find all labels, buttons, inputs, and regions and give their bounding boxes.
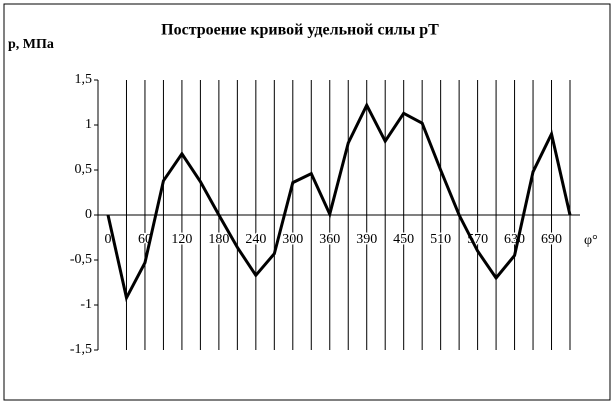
y-axis-label: p, МПа [8, 37, 54, 52]
x-tick-label: 690 [541, 232, 562, 247]
x-tick-label: 360 [319, 232, 340, 247]
y-tick-label: -1,5 [70, 342, 92, 357]
x-tick-label: 390 [356, 232, 377, 247]
y-tick-label: -1 [80, 297, 92, 312]
x-axis-label: φ° [584, 233, 598, 248]
data-line [106, 101, 572, 303]
y-tick-label: 1,5 [75, 72, 93, 87]
y-tick-label: 0 [85, 207, 92, 222]
y-tick-label: -0,5 [70, 252, 92, 267]
x-tick-label: 450 [393, 232, 414, 247]
x-tick-label: 240 [245, 232, 266, 247]
x-tick-label: 0 [105, 232, 112, 247]
x-tick-label: 120 [171, 232, 192, 247]
x-tick-label: 630 [504, 232, 525, 247]
x-tick-label: 300 [282, 232, 303, 247]
x-tick-label: 510 [430, 232, 451, 247]
chart-frame [3, 3, 611, 401]
chart-title: Построение кривой удельной силы pT [161, 22, 439, 39]
y-tick-label: 1 [85, 117, 92, 132]
x-tick-label: 180 [208, 232, 229, 247]
y-tick-label: 0,5 [75, 162, 93, 177]
